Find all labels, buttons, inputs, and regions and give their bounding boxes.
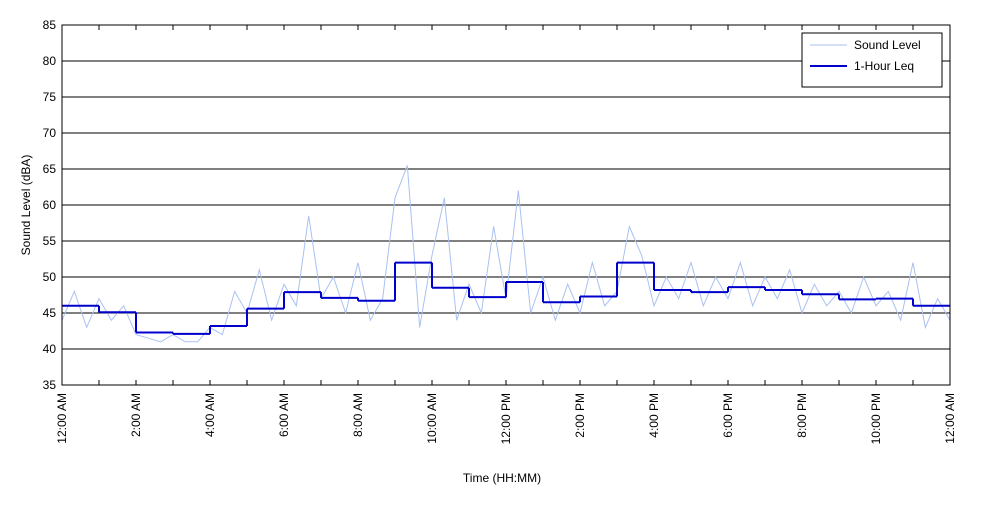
y-tick-label: 70 bbox=[43, 126, 57, 140]
x-tick-label: 2:00 PM bbox=[573, 393, 587, 438]
legend-label: 1-Hour Leq bbox=[854, 59, 914, 73]
legend-box bbox=[801, 32, 943, 88]
x-tick-label: 10:00 AM bbox=[425, 393, 439, 444]
y-tick-label: 55 bbox=[43, 234, 57, 248]
x-tick-label: 12:00 PM bbox=[499, 393, 513, 444]
x-tick-label: 4:00 PM bbox=[647, 393, 661, 438]
x-tick-label: 10:00 PM bbox=[869, 393, 883, 444]
y-tick-label: 75 bbox=[43, 90, 57, 104]
x-tick-label: 6:00 PM bbox=[721, 393, 735, 438]
y-tick-label: 60 bbox=[43, 198, 57, 212]
x-tick-label: 12:00 AM bbox=[943, 393, 957, 444]
y-tick-label: 35 bbox=[43, 378, 57, 392]
x-tick-label: 8:00 AM bbox=[351, 393, 365, 437]
y-axis-label: Sound Level (dBA) bbox=[19, 155, 33, 256]
x-tick-label: 12:00 AM bbox=[55, 393, 69, 444]
x-tick-label: 2:00 AM bbox=[129, 393, 143, 437]
x-tick-label: 4:00 AM bbox=[203, 393, 217, 437]
legend-label: Sound Level bbox=[854, 38, 921, 52]
y-tick-label: 80 bbox=[43, 54, 57, 68]
y-tick-label: 50 bbox=[43, 270, 57, 284]
y-tick-label: 40 bbox=[43, 342, 57, 356]
plot-frame bbox=[61, 24, 951, 386]
x-tick-label: 8:00 PM bbox=[795, 393, 809, 438]
x-tick-label: 6:00 AM bbox=[277, 393, 291, 437]
y-tick-label: 85 bbox=[43, 18, 57, 32]
y-tick-label: 45 bbox=[43, 306, 57, 320]
y-tick-label: 65 bbox=[43, 162, 57, 176]
x-axis-label: Time (HH:MM) bbox=[463, 471, 541, 485]
